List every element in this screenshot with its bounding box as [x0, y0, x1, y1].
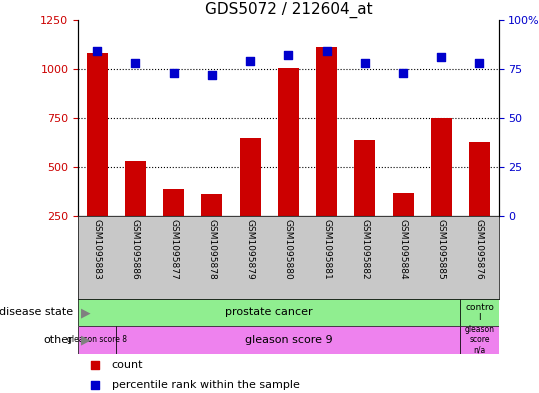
Text: GSM1095878: GSM1095878: [208, 219, 217, 279]
Text: GSM1095879: GSM1095879: [246, 219, 254, 279]
Bar: [316, 47, 337, 216]
Text: disease state: disease state: [0, 307, 73, 318]
Point: [475, 60, 484, 66]
Point: [169, 70, 178, 76]
Bar: [240, 138, 261, 216]
Bar: [431, 118, 452, 216]
Text: prostate cancer: prostate cancer: [225, 307, 313, 318]
Point: [208, 72, 216, 78]
Bar: [202, 193, 223, 216]
Text: gleason score 8: gleason score 8: [67, 336, 127, 344]
Text: ▶: ▶: [81, 333, 91, 347]
Point: [437, 120, 446, 127]
Text: gleason score 9: gleason score 9: [245, 335, 332, 345]
Text: ▶: ▶: [81, 306, 91, 319]
Point: [284, 52, 293, 58]
Bar: [460, 326, 499, 354]
Bar: [278, 68, 299, 216]
Point: [399, 70, 407, 76]
Text: gleason
score
n/a: gleason score n/a: [465, 325, 494, 355]
Bar: [116, 326, 460, 354]
Text: count: count: [112, 360, 143, 371]
Title: GDS5072 / 212604_at: GDS5072 / 212604_at: [205, 2, 372, 18]
Point: [322, 48, 331, 54]
Point: [437, 54, 446, 60]
Text: GSM1095882: GSM1095882: [360, 219, 369, 279]
Bar: [469, 143, 490, 216]
Point: [131, 60, 140, 66]
Bar: [163, 189, 184, 216]
Text: GSM1095881: GSM1095881: [322, 219, 331, 279]
Point: [361, 60, 369, 66]
Bar: [460, 299, 499, 326]
Text: percentile rank within the sample: percentile rank within the sample: [112, 380, 300, 390]
Bar: [78, 326, 116, 354]
Text: GSM1095886: GSM1095886: [131, 219, 140, 279]
Point: [437, 299, 446, 305]
Text: GSM1095885: GSM1095885: [437, 219, 446, 279]
Bar: [125, 161, 146, 216]
Text: GSM1095883: GSM1095883: [93, 219, 102, 279]
Point: [246, 58, 254, 64]
Text: GSM1095877: GSM1095877: [169, 219, 178, 279]
Text: other: other: [43, 335, 73, 345]
Text: GSM1095884: GSM1095884: [398, 219, 407, 279]
Text: contro
l: contro l: [465, 303, 494, 322]
Bar: [392, 193, 413, 216]
Text: GSM1095876: GSM1095876: [475, 219, 484, 279]
Point: [93, 48, 101, 54]
Bar: [354, 140, 375, 216]
Bar: [87, 53, 108, 216]
Text: GSM1095880: GSM1095880: [284, 219, 293, 279]
